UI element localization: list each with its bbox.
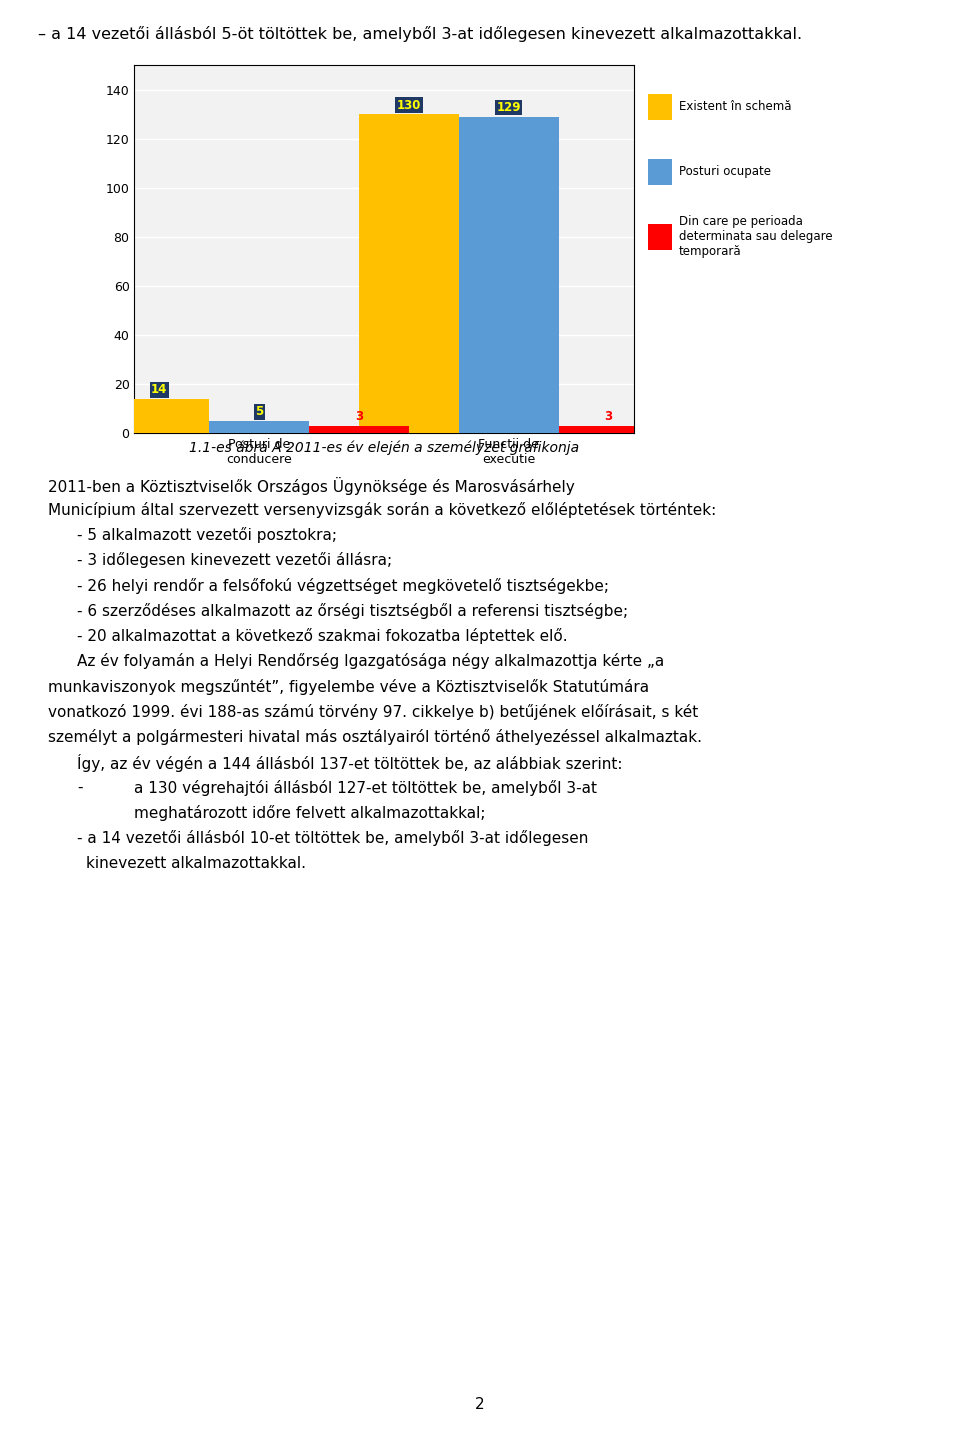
Text: – a 14 vezetői állásból 5-öt töltöttek be, amelyből 3-at időlegesen kinevezett a: – a 14 vezetői állásból 5-öt töltöttek b… (38, 26, 803, 42)
Text: - 26 helyi rendőr a felsőfokú végzettséget megkövetelő tisztségekbe;: - 26 helyi rendőr a felsőfokú végzettség… (77, 578, 609, 593)
Text: személyt a polgármesteri hivatal más osztályairól történő áthelyezéssel alkalmaz: személyt a polgármesteri hivatal más osz… (48, 729, 702, 745)
Text: vonatkozó 1999. évi 188-as számú törvény 97. cikkelye b) betűjének előírásait, s: vonatkozó 1999. évi 188-as számú törvény… (48, 703, 698, 721)
Text: - a 14 vezetői állásból 10-et töltöttek be, amelyből 3-at időlegesen: - a 14 vezetői állásból 10-et töltöttek … (77, 830, 588, 846)
Text: 2: 2 (475, 1398, 485, 1412)
Text: Municípium által szervezett versenyvizsgák során a következő előléptetések törté: Municípium által szervezett versenyvizsg… (48, 501, 716, 518)
Text: Az év folyamán a Helyi Rendőrség Igazgatósága négy alkalmazottja kérte „a: Az év folyamán a Helyi Rendőrség Igazgat… (77, 653, 664, 670)
Text: 129: 129 (496, 101, 521, 114)
Text: Din care pe perioada
determinata sau delegare
temporară: Din care pe perioada determinata sau del… (679, 215, 832, 258)
Bar (559, 426, 659, 433)
Bar (459, 117, 559, 433)
Text: 1.1-es ábra A 2011-es év elején a személyzet grafikonja: 1.1-es ábra A 2011-es év elején a személ… (189, 440, 579, 455)
Text: 5: 5 (255, 406, 263, 419)
Bar (309, 426, 409, 433)
Text: 2011-ben a Köztisztviselők Országos Ügynöksége és Marosvásárhely: 2011-ben a Köztisztviselők Országos Ügyn… (48, 477, 575, 494)
Text: Existent în schemă: Existent în schemă (679, 100, 791, 114)
Text: - 3 időlegesen kinevezett vezetői állásra;: - 3 időlegesen kinevezett vezetői állásr… (77, 552, 392, 569)
Text: munkaviszonyok megszűntét”, figyelembe véve a Köztisztviselők Statutúmára: munkaviszonyok megszűntét”, figyelembe v… (48, 679, 649, 695)
Text: 3: 3 (605, 410, 612, 423)
Text: - 5 alkalmazott vezetői posztokra;: - 5 alkalmazott vezetői posztokra; (77, 527, 337, 543)
Text: a 130 végrehajtói állásból 127-et töltöttek be, amelyből 3-at: a 130 végrehajtói állásból 127-et töltöt… (134, 780, 597, 796)
Text: Posturi ocupate: Posturi ocupate (679, 165, 771, 179)
Text: kinevezett alkalmazottakkal.: kinevezett alkalmazottakkal. (86, 855, 306, 871)
Bar (209, 422, 309, 433)
Text: Így, az év végén a 144 állásból 137-et töltöttek be, az alábbiak szerint:: Így, az év végén a 144 állásból 137-et t… (77, 754, 622, 773)
Text: 130: 130 (396, 98, 421, 111)
Text: - 6 szerződéses alkalmazott az őrségi tisztségből a referensi tisztségbe;: - 6 szerződéses alkalmazott az őrségi ti… (77, 602, 628, 619)
Text: 3: 3 (355, 410, 363, 423)
Text: meghatározott időre felvett alkalmazottakkal;: meghatározott időre felvett alkalmazotta… (134, 804, 486, 822)
Text: 14: 14 (151, 383, 168, 396)
Text: -: - (77, 780, 83, 794)
Bar (109, 399, 209, 433)
Text: - 20 alkalmazottat a következő szakmai fokozatba léptettek elő.: - 20 alkalmazottat a következő szakmai f… (77, 628, 567, 644)
Bar (359, 114, 459, 433)
